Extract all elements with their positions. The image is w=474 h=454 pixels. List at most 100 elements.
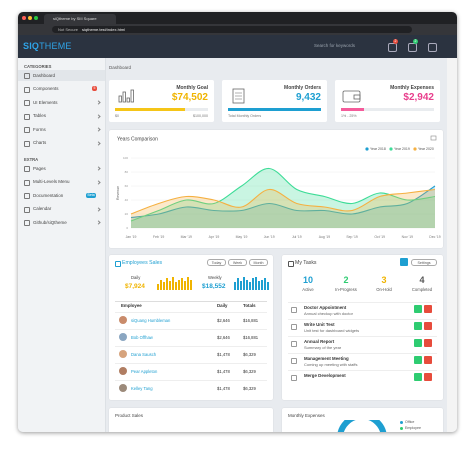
legend-label: Year 2018 [370,147,386,151]
security: Not Secure [58,27,79,32]
nav-item[interactable]: Forms [18,124,105,135]
cell[interactable]: Dana Sausch [131,351,157,357]
add-button[interactable] [400,258,408,266]
nav-label: Documentation [33,192,64,198]
row-rule [288,336,437,337]
spark-bar [237,278,239,290]
nav-label: Calendar [33,206,52,211]
nav-item[interactable]: Components 5 [18,84,105,95]
min-dot[interactable] [28,16,32,20]
nav-item[interactable]: Documentation Beta [18,190,105,201]
delete-button[interactable] [424,373,432,381]
nav-item[interactable]: Charts [18,138,105,149]
spark-bar [184,280,186,290]
icon-part [353,94,361,100]
scrollbar[interactable] [447,58,457,432]
checkbox[interactable] [291,341,297,347]
checkbox[interactable] [291,375,297,381]
close-dot[interactable] [22,16,26,20]
period-button[interactable]: Month [249,258,268,266]
delete-button[interactable] [424,305,432,313]
header-icon[interactable] [428,43,437,52]
period-button[interactable]: Week [228,258,247,266]
stat-value: 3 [381,275,387,285]
row-rule [288,302,437,303]
nav-label: Dashboard [33,72,56,78]
delete-button[interactable] [424,356,432,364]
spark-bar [160,279,162,290]
y-tick-label: 40 [125,198,129,202]
icon-part [130,89,134,103]
header-icon[interactable] [408,43,417,52]
stat-value: 2 [343,275,349,285]
x-tick-label: Mar '19 [181,235,192,239]
progress-track [115,108,208,111]
table-rule [115,301,267,302]
spark-bar [261,279,263,290]
done-button[interactable] [414,356,422,364]
url: siqtheme.test/index.html [82,27,126,32]
column-header: Daily [217,303,228,308]
done-button[interactable] [414,305,422,313]
done-button[interactable] [414,373,422,381]
employees-card: Employees Sales Today Week Month Daily $7,924… [109,255,273,400]
card-title: My Tasks [295,260,317,266]
row-rule [288,319,437,320]
avatar [119,316,127,324]
avatar [119,333,127,341]
delete-button[interactable] [424,339,432,347]
x-tick-label: Oct '19 [374,235,385,239]
checkbox[interactable] [291,307,297,313]
row-rule [115,346,267,347]
done-button[interactable] [414,339,422,347]
nav-item[interactable]: Calendar [18,204,105,215]
row-rule [288,370,437,371]
nav-item[interactable]: Dashboard [18,70,105,81]
chevron [96,206,101,212]
max-dot[interactable] [34,16,38,20]
cell[interactable]: Kelley Tang [131,385,153,391]
task-title: Doctor Appointment [304,305,347,310]
logo[interactable]: SIQTHEME [23,41,72,51]
delete-button[interactable] [424,322,432,330]
tasks-card: My Tasks Settings 10 Active 2 In-Progress 3 On-… [282,255,443,400]
nav-item[interactable]: Tables [18,111,105,122]
address-bar: Not Secure siqtheme.test/index.html [18,24,457,35]
spark-bar [169,280,171,290]
card-title: Product Sales [115,413,144,418]
cell[interactable]: Bob Offhaw [131,334,153,340]
cell: $16,881 [243,334,259,340]
nav-item[interactable]: Github/siQtheme [18,217,105,228]
period-button[interactable]: Today [207,258,226,266]
nav-label: UI Elements [33,99,58,105]
breadcrumb[interactable]: Dashboard [109,65,132,70]
spark-bar [163,282,165,290]
url-field[interactable]: Not Secure siqtheme.test/index.html [52,26,412,33]
nav-item[interactable]: UI Elements [18,97,105,108]
search[interactable]: Search for keywords [314,43,356,48]
card-title: Monthly Expenses [390,85,434,91]
nav-item[interactable]: Multi-Levels Menu [18,177,105,188]
tab[interactable]: siQtheme by SIII Square [44,14,116,24]
nav-item[interactable]: Pages [18,163,105,174]
cell[interactable]: siQuang Humbleman [131,317,171,323]
cell: $1,478 [217,385,230,391]
checkbox[interactable] [291,324,297,330]
sidebar: CATEGORIES Dashboard Components 5 UI Element… [18,58,106,432]
header-icon[interactable] [388,43,397,52]
x-tick-label: Jun '19 [264,235,275,239]
card-icon [342,90,361,103]
cell: $2,646 [217,334,230,340]
task-subtitle: Annual checkup with doctor [304,311,353,316]
browser-window: siQtheme by SIII Square Not Secure siqth… [18,12,457,432]
checkbox[interactable] [291,358,297,364]
done-button[interactable] [414,322,422,330]
y-axis-label: Revenue [116,186,120,200]
card-footer: $100,000 [193,114,208,118]
cell[interactable]: Pear Appleton [131,368,158,374]
spark-bar [190,279,192,290]
settings-button[interactable]: Settings [411,258,437,266]
